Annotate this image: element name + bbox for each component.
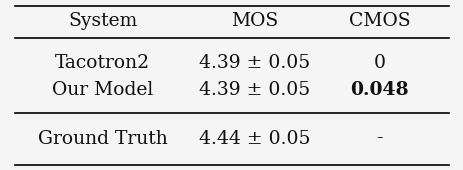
Text: 0.048: 0.048 [350, 81, 408, 99]
Text: MOS: MOS [231, 12, 278, 30]
Text: System: System [68, 12, 137, 30]
Text: CMOS: CMOS [348, 12, 409, 30]
Text: 0: 0 [373, 54, 385, 72]
Text: -: - [375, 130, 382, 148]
Text: Tacotron2: Tacotron2 [55, 54, 150, 72]
Text: 4.44 ± 0.05: 4.44 ± 0.05 [199, 130, 310, 148]
Text: 4.39 ± 0.05: 4.39 ± 0.05 [199, 54, 310, 72]
Text: Ground Truth: Ground Truth [38, 130, 167, 148]
Text: 4.39 ± 0.05: 4.39 ± 0.05 [199, 81, 310, 99]
Text: Our Model: Our Model [52, 81, 153, 99]
